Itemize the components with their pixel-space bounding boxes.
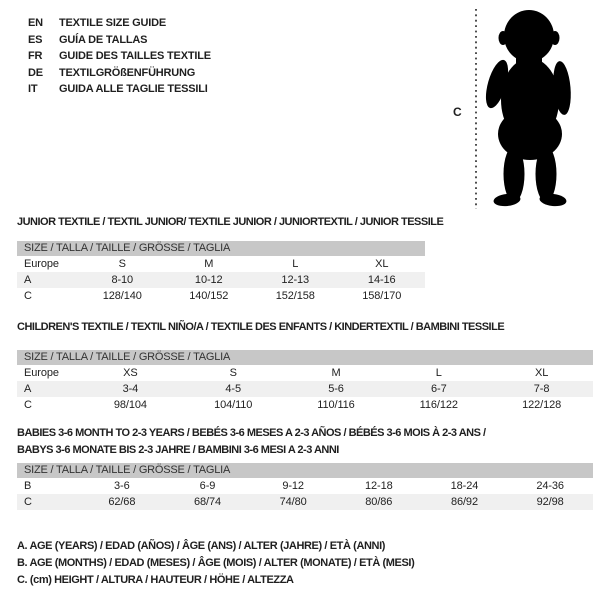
- size-value: 104/110: [214, 399, 253, 411]
- size-value: 8-10: [79, 272, 166, 288]
- size-value: 6-9: [199, 480, 216, 492]
- size-value: 62/68: [79, 494, 165, 510]
- language-code: ES: [28, 33, 43, 46]
- size-value: XL: [534, 367, 549, 379]
- table-row: Europe S M L XL: [17, 256, 425, 272]
- size-value: 12-18: [364, 480, 393, 492]
- table-row: Europe XS S M L XL: [17, 365, 593, 381]
- size-value: XL: [375, 258, 389, 270]
- table-row: B 3-6 6-9 9-12 12-18 18-24 24-36: [17, 478, 593, 494]
- junior-size-table: Europe S M L XL A 8-10 10-12 12-13 14-16 C 128/140 1…: [17, 256, 425, 304]
- size-value: 128/140: [102, 290, 142, 302]
- babies-size-header-band: SIZE / TALLA / TAILLE / GRÖSSE / TAGLIA: [17, 463, 593, 478]
- language-list: EN TEXTILE SIZE GUIDE ES GUÍA DE TALLAS …: [28, 15, 211, 98]
- size-value: 3-4: [79, 381, 182, 397]
- language-label: TEXTILE SIZE GUIDE: [59, 17, 167, 30]
- size-value: 6-7: [387, 381, 491, 397]
- row-label: B: [24, 480, 32, 492]
- title-line: BABYS 3-6 MONATE BIS 2-3 JAHRE / BAMBINI…: [17, 444, 339, 456]
- junior-size-header-band: SIZE / TALLA / TAILLE / GRÖSSE / TAGLIA: [17, 241, 425, 256]
- size-value: 12-13: [252, 272, 339, 288]
- title-line: BABIES 3-6 MONTH TO 2-3 YEARS / BEBÉS 3-…: [17, 427, 486, 439]
- size-value: XS: [123, 367, 138, 379]
- legend-line-height: C. (cm) HEIGHT / ALTURA / HAUTEUR / HÖHE…: [17, 574, 294, 586]
- size-value: L: [292, 258, 299, 270]
- table-row: A 8-10 10-12 12-13 14-16: [17, 272, 425, 288]
- baby-figure: C: [440, 0, 600, 216]
- legend-line-age-months: B. AGE (MONTHS) / EDAD (MESES) / ÂGE (MO…: [17, 557, 415, 569]
- language-row: EN TEXTILE SIZE GUIDE: [28, 15, 211, 32]
- row-label: Europe: [24, 258, 59, 270]
- size-value: 80/86: [335, 494, 422, 510]
- size-value: 24-36: [536, 480, 564, 492]
- language-code: IT: [28, 83, 38, 96]
- size-value: 110/116: [317, 399, 355, 411]
- size-value: S: [118, 258, 126, 270]
- language-code: DE: [28, 66, 43, 79]
- language-label: GUIDE DES TAILLES TEXTILE: [59, 50, 211, 63]
- size-value: 158/170: [362, 290, 402, 302]
- language-code: EN: [28, 17, 43, 30]
- size-value: 18-24: [450, 480, 479, 492]
- table-row: A 3-4 4-5 5-6 6-7 7-8: [17, 381, 593, 397]
- babies-table-title: BABIES 3-6 MONTH TO 2-3 YEARS / BEBÉS 3-…: [17, 425, 486, 459]
- row-label: A: [17, 272, 79, 288]
- size-value: 92/98: [507, 494, 593, 510]
- size-value: M: [204, 258, 214, 270]
- language-row: IT GUIDA ALLE TAGLIE TESSILI: [28, 81, 211, 98]
- children-size-header-band: SIZE / TALLA / TAILLE / GRÖSSE / TAGLIA: [17, 350, 593, 365]
- size-value: 5-6: [284, 381, 388, 397]
- size-value: 4-5: [181, 381, 285, 397]
- children-table-title: CHILDREN'S TEXTILE / TEXTIL NIÑO/A / TEX…: [17, 319, 505, 336]
- junior-table-title: JUNIOR TEXTILE / TEXTIL JUNIOR/ TEXTILE …: [17, 214, 444, 231]
- language-label: GUÍA DE TALLAS: [59, 33, 148, 46]
- size-value: 9-12: [282, 480, 304, 492]
- size-value: 86/92: [421, 494, 508, 510]
- size-value: S: [229, 367, 237, 379]
- size-value: 116/122: [419, 399, 458, 411]
- size-value: 74/80: [250, 494, 336, 510]
- row-label: C: [17, 494, 79, 510]
- language-label: TEXTILGRÖßENFÜHRUNG: [59, 66, 196, 79]
- size-value: 152/158: [275, 290, 315, 302]
- size-value: 68/74: [164, 494, 251, 510]
- height-marker-label: C: [453, 105, 462, 119]
- size-value: 14-16: [338, 272, 425, 288]
- size-value: 3-6: [114, 480, 130, 492]
- title-line: CHILDREN'S TEXTILE / TEXTIL NIÑO/A / TEX…: [17, 321, 505, 333]
- row-label: A: [17, 381, 79, 397]
- language-row: FR GUIDE DES TAILLES TEXTILE: [28, 48, 211, 65]
- row-label: Europe: [24, 367, 59, 379]
- table-row: C 98/104 104/110 110/116 116/122 122/128: [17, 397, 593, 413]
- size-value: 10-12: [165, 272, 252, 288]
- size-value: M: [331, 367, 341, 379]
- legend: A. AGE (YEARS) / EDAD (AÑOS) / ÂGE (ANS)…: [17, 538, 415, 589]
- size-value: 140/152: [189, 290, 229, 302]
- babies-size-table: B 3-6 6-9 9-12 12-18 18-24 24-36 C 62/68 68/74 74/…: [17, 478, 593, 510]
- language-code: FR: [28, 50, 43, 63]
- baby-silhouette-graphic: [475, 9, 571, 209]
- row-label: C: [24, 399, 32, 411]
- baby-silhouette: [485, 10, 571, 207]
- language-label: GUIDA ALLE TAGLIE TESSILI: [59, 83, 208, 96]
- size-value: 98/104: [113, 399, 147, 411]
- table-row: C 62/68 68/74 74/80 80/86 86/92 92/98: [17, 494, 593, 510]
- children-size-table: Europe XS S M L XL A 3-4 4-5 5-6 6-7 7-8 C 98/104 104/…: [17, 365, 593, 413]
- size-value: 122/128: [522, 399, 562, 411]
- title-line: JUNIOR TEXTILE / TEXTIL JUNIOR/ TEXTILE …: [17, 216, 444, 228]
- legend-line-age-years: A. AGE (YEARS) / EDAD (AÑOS) / ÂGE (ANS)…: [17, 540, 385, 552]
- language-row: ES GUÍA DE TALLAS: [28, 32, 211, 49]
- size-value: L: [435, 367, 442, 379]
- row-label: C: [24, 290, 32, 302]
- table-row: C 128/140 140/152 152/158 158/170: [17, 288, 425, 304]
- size-value: 7-8: [490, 381, 593, 397]
- language-row: DE TEXTILGRÖßENFÜHRUNG: [28, 65, 211, 82]
